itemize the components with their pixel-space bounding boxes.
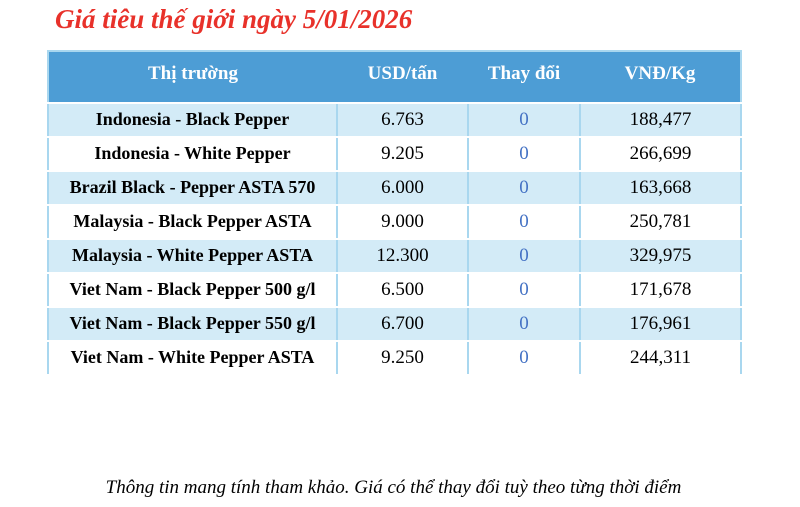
page-title: Giá tiêu thế giới ngày 5/01/2026: [55, 4, 413, 34]
usd-per-ton-cell: 9.000: [337, 205, 469, 240]
market-cell: Viet Nam - Black Pepper 550 g/l: [48, 307, 338, 342]
table-row: Malaysia - Black Pepper ASTA 9.000 0 250,78…: [48, 205, 741, 240]
table-row: Viet Nam - Black Pepper 500 g/l 6.500 0 171…: [48, 273, 741, 308]
vnd-per-kg-cell: 176,961: [580, 307, 741, 342]
change-cell: 0: [468, 239, 581, 274]
market-cell: Viet Nam - White Pepper ASTA: [48, 341, 338, 376]
change-cell: 0: [468, 273, 581, 308]
column-header-usd: USD/tấn: [337, 51, 468, 104]
usd-per-ton-cell: 6.000: [337, 171, 469, 206]
change-cell: 0: [468, 103, 581, 138]
table-row: Indonesia - Black Pepper 6.763 0 188,477: [48, 103, 741, 138]
market-cell: Indonesia - White Pepper: [48, 137, 338, 172]
change-cell: 0: [468, 137, 581, 172]
change-cell: 0: [468, 205, 581, 240]
market-cell: Brazil Black - Pepper ASTA 570: [48, 171, 338, 206]
usd-per-ton-cell: 6.763: [337, 103, 469, 138]
pepper-price-table: Thị trường USD/tấn Thay đổi VNĐ/Kg Indonesi…: [47, 50, 742, 376]
column-header-market: Thị trường: [48, 51, 337, 104]
market-cell: Viet Nam - Black Pepper 500 g/l: [48, 273, 338, 308]
change-cell: 0: [468, 341, 581, 376]
usd-per-ton-cell: 9.250: [337, 341, 469, 376]
market-cell: Malaysia - Black Pepper ASTA: [48, 205, 338, 240]
usd-per-ton-cell: 6.500: [337, 273, 469, 308]
table-header: Thị trường USD/tấn Thay đổi VNĐ/Kg: [48, 51, 741, 104]
usd-per-ton-cell: 6.700: [337, 307, 469, 342]
market-cell: Malaysia - White Pepper ASTA: [48, 239, 338, 274]
vnd-per-kg-cell: 329,975: [580, 239, 741, 274]
table-row: Brazil Black - Pepper ASTA 570 6.000 0 163,…: [48, 171, 741, 206]
table-row: Indonesia - White Pepper 9.205 0 266,699: [48, 137, 741, 172]
vnd-per-kg-cell: 163,668: [580, 171, 741, 206]
table-row: Viet Nam - White Pepper ASTA 9.250 0 244,31…: [48, 341, 741, 376]
market-cell: Indonesia - Black Pepper: [48, 103, 338, 138]
disclaimer-note: Thông tin mang tính tham khảo. Giá có th…: [105, 477, 682, 498]
table-body: Indonesia - Black Pepper 6.763 0 188,477 Ind…: [48, 103, 741, 376]
change-cell: 0: [468, 307, 581, 342]
change-cell: 0: [468, 171, 581, 206]
column-header-change: Thay đổi: [468, 51, 580, 104]
usd-per-ton-cell: 12.300: [337, 239, 469, 274]
vnd-per-kg-cell: 188,477: [580, 103, 741, 138]
table-row: Malaysia - White Pepper ASTA 12.300 0 329,9…: [48, 239, 741, 274]
usd-per-ton-cell: 9.205: [337, 137, 469, 172]
vnd-per-kg-cell: 171,678: [580, 273, 741, 308]
table-header-row: Thị trường USD/tấn Thay đổi VNĐ/Kg: [48, 51, 741, 104]
vnd-per-kg-cell: 250,781: [580, 205, 741, 240]
vnd-per-kg-cell: 266,699: [580, 137, 741, 172]
vnd-per-kg-cell: 244,311: [580, 341, 741, 376]
table-row: Viet Nam - Black Pepper 550 g/l 6.700 0 176…: [48, 307, 741, 342]
column-header-vnd: VNĐ/Kg: [580, 51, 741, 104]
